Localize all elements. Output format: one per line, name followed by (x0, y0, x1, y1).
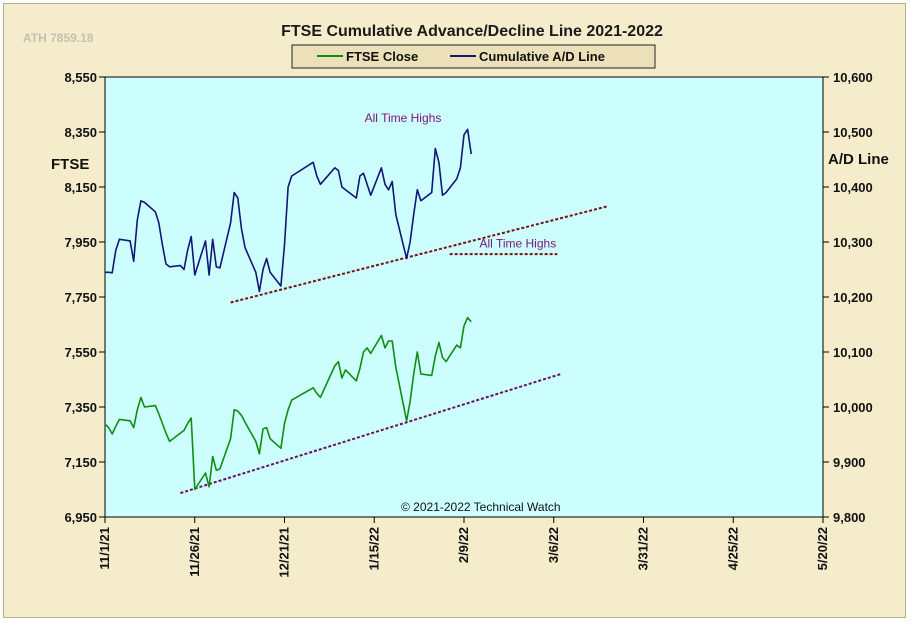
y-axis-left-label: FTSE (51, 156, 89, 173)
chart-title: FTSE Cumulative Advance/Decline Line 202… (281, 23, 663, 40)
trendline (180, 373, 562, 495)
x-tick-label: 3/31/22 (636, 527, 651, 570)
y-right-tick-label: 10,200 (833, 290, 873, 305)
x-tick-label: 5/20/22 (815, 527, 830, 570)
y-left-tick-label: 8,350 (64, 125, 97, 140)
y-left-tick-label: 8,550 (64, 70, 97, 85)
y-axis-right-label: A/D Line (828, 151, 889, 168)
y-left-tick-label: 7,150 (64, 455, 97, 470)
legend-label-ad-line: Cumulative A/D Line (479, 49, 605, 64)
y-right-tick-label: 10,500 (833, 125, 873, 140)
y-right-tick-label: 9,900 (833, 455, 866, 470)
y-right-tick-label: 10,300 (833, 235, 873, 250)
y-axis-right: 10,600 10,500 10,400 10,300 10,200 10,100 10,0… (823, 70, 873, 525)
x-tick-label: 11/26/21 (187, 527, 202, 577)
x-tick-label: 3/6/22 (546, 527, 561, 563)
chart-svg: ATH 7859.18 FTSE Cumulative Advance/Decl… (23, 23, 889, 578)
legend: FTSE Close Cumulative A/D Line (291, 44, 656, 69)
credit-text: © 2021-2022 Technical Watch (401, 500, 561, 514)
watermark-text: ATH 7859.18 (23, 31, 94, 45)
y-right-tick-label: 10,600 (833, 70, 873, 85)
y-right-tick-label: 10,400 (833, 180, 873, 195)
x-tick-label: 11/1/21 (97, 527, 112, 570)
y-right-tick-label: 9,800 (833, 510, 866, 525)
x-tick-label: 1/15/22 (366, 527, 381, 570)
y-right-tick-label: 10,000 (833, 400, 873, 415)
y-left-tick-label: 6,950 (64, 510, 97, 525)
x-tick-label: 12/21/21 (277, 527, 292, 578)
series-line-ftse-close (104, 316, 472, 491)
x-tick-label: 2/9/22 (456, 527, 471, 563)
y-axis-left: 8,550 8,350 8,150 7,950 7,750 7,550 7,350 7,150… (64, 70, 105, 525)
x-axis: 11/1/21 11/26/21 12/21/21 1/15/22 2/9/22 3/6/… (97, 517, 830, 578)
series-group (104, 128, 472, 491)
series-line-ad-line (105, 128, 472, 293)
y-right-tick-label: 10,100 (833, 345, 873, 360)
annotations: All Time Highs All Time Highs (365, 111, 557, 250)
trendlines (180, 205, 608, 495)
y-left-tick-label: 8,150 (64, 180, 97, 195)
legend-label-ftse-close: FTSE Close (346, 49, 418, 64)
x-tick-label: 4/25/22 (725, 527, 740, 570)
annotation-label: All Time Highs (365, 111, 442, 125)
plot-area (104, 76, 824, 518)
chart-frame: ATH 7859.18 FTSE Cumulative Advance/Decl… (3, 3, 906, 618)
annotation-label: All Time Highs (480, 237, 557, 251)
y-left-tick-label: 7,350 (64, 400, 97, 415)
y-left-tick-label: 7,750 (64, 290, 97, 305)
y-left-tick-label: 7,950 (64, 235, 97, 250)
y-left-tick-label: 7,550 (64, 345, 97, 360)
